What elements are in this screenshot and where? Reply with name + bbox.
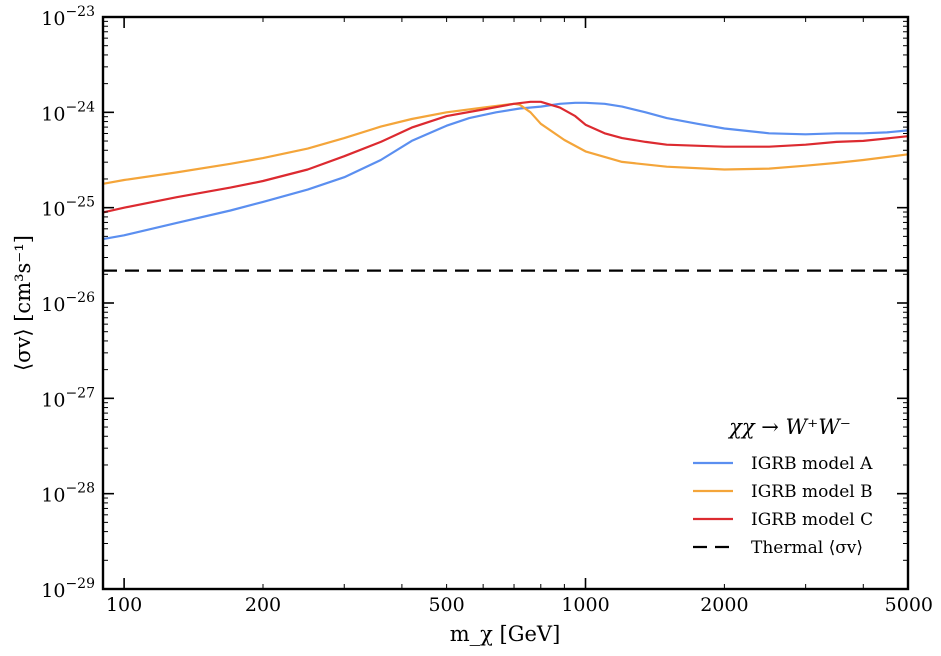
x-tick-labels: 100 200 500 1000 2000 5000 [106,594,933,616]
x-tick-label: 200 [245,594,281,616]
series-line-3 [102,100,909,214]
x-axis-label: m_χ [GeV] [450,622,561,646]
legend-label-3: IGRB model C [751,510,873,530]
legend-title: χχ → W⁺W⁻ [727,415,851,439]
legend-label-1: IGRB model A [751,454,873,474]
y-tick-label: 10−27 [41,385,95,411]
ticks-layer [103,17,908,589]
y-tick-labels: 10−29 10−28 10−27 10−26 10−25 10−24 10−23 [41,4,95,602]
series-line-2 [102,102,909,185]
series-line-1 [102,101,909,241]
y-axis-label: ⟨σv⟩ [cm³s⁻¹] [11,235,35,371]
legend: χχ → W⁺W⁻ IGRB model A IGRB model B IGRB m… [693,415,873,558]
legend-label-4: Thermal ⟨σv⟩ [751,538,863,558]
plot-frame [101,15,910,591]
x-tick-label: 2000 [700,594,748,616]
y-tick-label: 10−24 [41,99,95,125]
y-tick-label: 10−29 [41,576,95,602]
legend-label-2: IGRB model B [751,482,873,502]
y-tick-label: 10−23 [41,4,95,30]
y-tick-label: 10−25 [41,195,95,221]
x-tick-label: 5000 [885,594,933,616]
y-tick-label: 10−26 [41,290,95,316]
x-tick-label: 500 [428,594,464,616]
x-tick-label: 1000 [561,594,609,616]
x-tick-label: 100 [106,594,142,616]
y-tick-label: 10−28 [41,481,95,507]
series-layer [102,100,909,272]
